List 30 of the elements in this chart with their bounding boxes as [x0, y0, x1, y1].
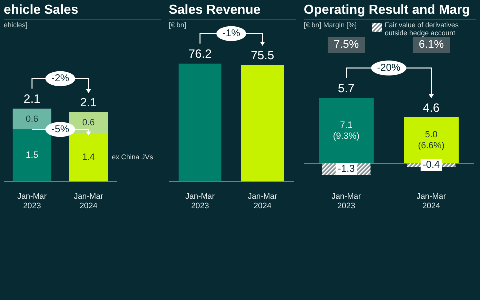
data-label: 75.5: [251, 48, 275, 62]
total-label: 2.1: [24, 92, 41, 106]
data-label: 1.5: [26, 150, 39, 160]
chart-title: Sales Revenue: [169, 2, 261, 18]
text: 6.1%: [418, 39, 444, 52]
annotation: -5%: [52, 124, 70, 136]
data-label: 0.6: [82, 117, 96, 128]
x-tick-label: Jan-Mar 2024: [248, 192, 278, 210]
total-label: 2.1: [80, 96, 98, 110]
data-label: 0.6: [26, 114, 39, 124]
text: -1%: [222, 28, 240, 40]
text: -2%: [52, 74, 70, 85]
text: 7.5%: [334, 39, 360, 52]
x-tick-label: Jan-Mar 2024: [74, 192, 104, 210]
bar: [69, 133, 108, 182]
data-label: 5.0 (6.6%): [418, 129, 445, 150]
total-label: 5.7: [338, 82, 356, 96]
total-label: 4.6: [423, 100, 440, 115]
data-label: 76.2: [188, 47, 212, 62]
x-tick-label: Jan-Mar 2023: [332, 192, 362, 210]
x-tick-label: Jan-Mar 2023: [18, 192, 48, 210]
x-tick-label: Jan-Mar 2024: [416, 192, 447, 210]
x-tick-label: Jan-Mar 2023: [186, 192, 216, 210]
data-label: 7.1 (9.3%): [333, 120, 360, 141]
chart-title: Operating Result and Marg: [304, 2, 470, 18]
data-label: -0.4: [422, 160, 441, 172]
data-label: 1.4: [82, 152, 96, 162]
chart-title: ehicle Sales: [4, 2, 78, 18]
bar: [12, 130, 52, 182]
text: -20%: [377, 63, 401, 74]
